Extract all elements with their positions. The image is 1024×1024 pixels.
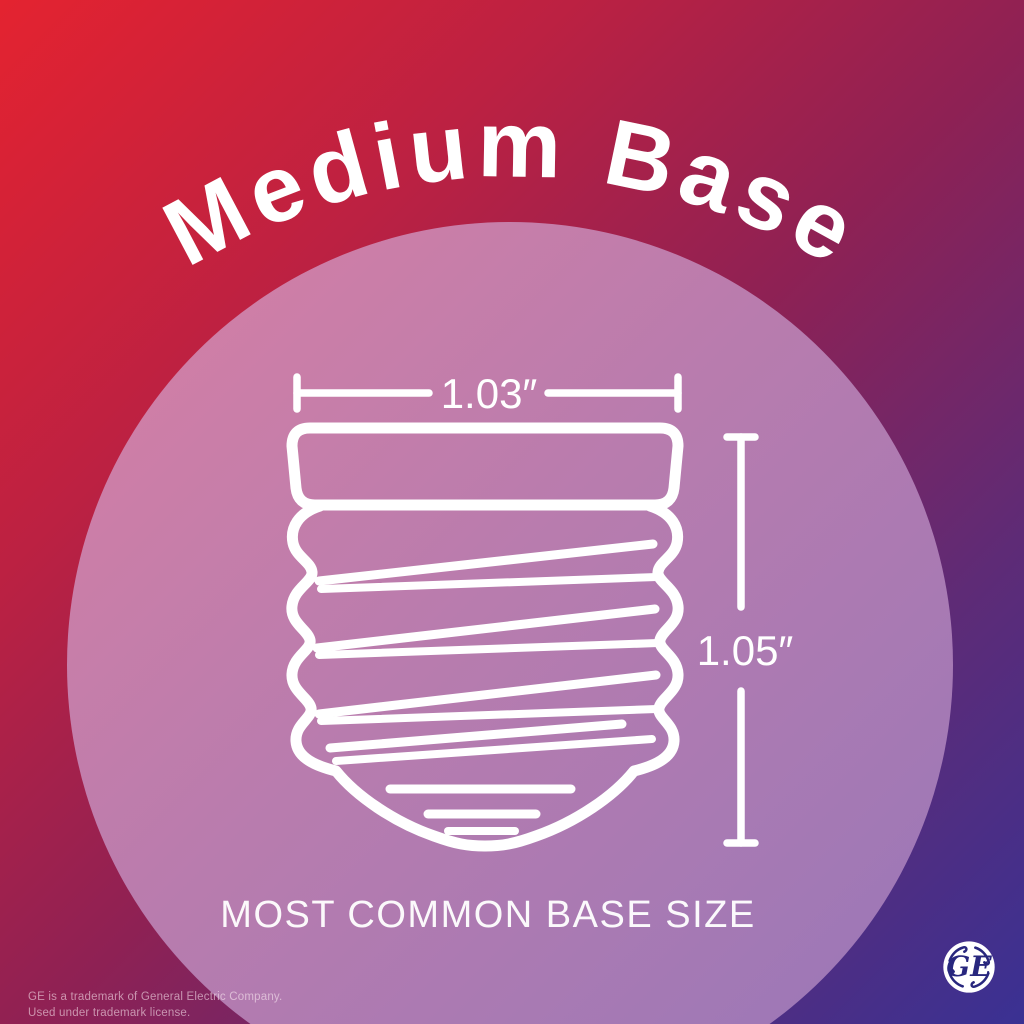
ge-logo-disc	[943, 941, 995, 993]
ge-logo-monogram: GE	[946, 950, 992, 983]
ge-logo-swirl	[974, 946, 991, 966]
thread-lines-shallow	[315, 573, 662, 765]
caption: MOST COMMON BASE SIZE	[220, 894, 756, 936]
thread-lines-steep	[312, 539, 661, 753]
base-thread-right-outline	[479, 500, 684, 852]
thread-line	[325, 719, 627, 753]
thread-line	[315, 639, 662, 659]
trademark-disclaimer-line2: Used under trademark license.	[28, 1007, 191, 1019]
base-cap-outline	[286, 422, 684, 511]
thread-line	[314, 670, 661, 719]
ge-logo-swirl	[970, 972, 990, 989]
height-dimension-label: 1.05″	[696, 627, 794, 674]
width-dimension-label: 1.03″	[440, 370, 538, 417]
width-dimension-line	[293, 373, 682, 413]
thread-line	[317, 573, 661, 593]
trademark-disclaimer: GE is a trademark of General Electric Co…	[28, 989, 282, 1021]
thread-line	[312, 604, 660, 653]
thread-line	[314, 539, 658, 586]
tip-lines	[385, 784, 576, 835]
trademark-disclaimer-line1: GE is a trademark of General Electric Co…	[28, 991, 283, 1003]
height-dimension-line	[723, 433, 759, 847]
ge-logo-swirl	[947, 968, 964, 988]
ge-logo-swirl	[948, 945, 968, 962]
thread-line	[317, 705, 661, 725]
thread-line	[332, 735, 656, 765]
base-thread-left-outline	[286, 500, 491, 852]
ge-logo: GE	[943, 941, 995, 993]
ge-logo-swirls	[947, 945, 991, 989]
